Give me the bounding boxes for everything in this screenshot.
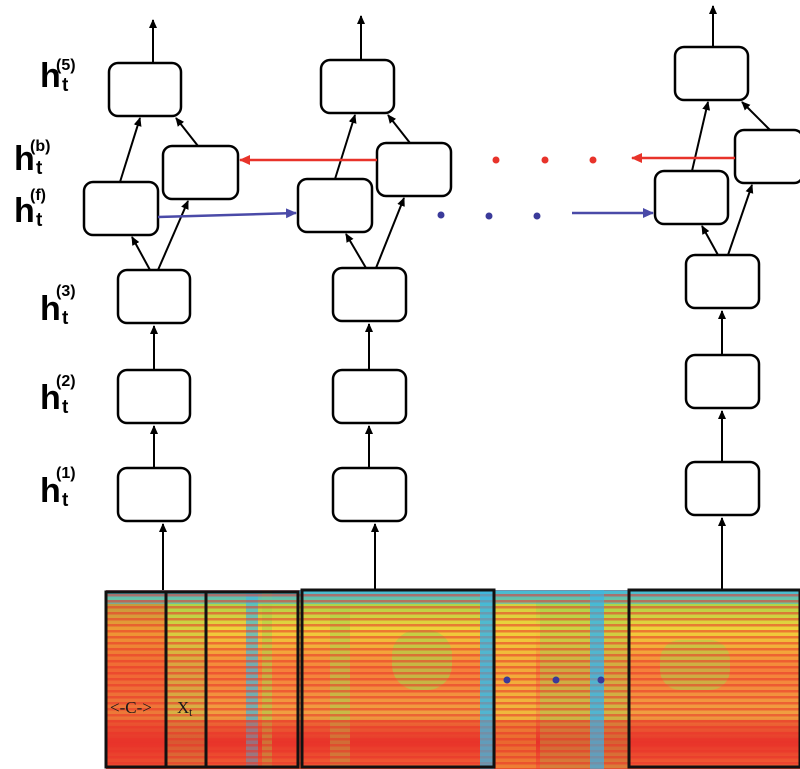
node-h1 xyxy=(684,460,761,517)
spectrogram-windows xyxy=(104,588,800,769)
input-label: X t xyxy=(177,698,193,719)
node-h2 xyxy=(116,368,192,425)
svg-text:X: X xyxy=(177,698,189,717)
node-hf xyxy=(653,169,730,226)
layer-label-hb: h (b) t xyxy=(14,138,50,179)
svg-text:(5): (5) xyxy=(56,57,76,74)
node-h5 xyxy=(673,45,750,102)
spectrogram xyxy=(106,590,800,769)
svg-text:t: t xyxy=(36,210,43,231)
svg-text:(f): (f) xyxy=(30,187,46,204)
column-second-edges xyxy=(334,15,411,592)
context-label: <-C-> xyxy=(110,698,152,717)
column-second xyxy=(296,58,453,523)
svg-text:h: h xyxy=(14,140,35,178)
node-h2 xyxy=(684,353,761,410)
svg-text:(1): (1) xyxy=(56,465,76,482)
svg-text:t: t xyxy=(36,158,43,179)
node-hf xyxy=(82,180,160,237)
node-h3 xyxy=(331,266,408,323)
svg-text:t: t xyxy=(62,75,69,96)
node-h3 xyxy=(684,253,761,310)
forward-recurrence-arrows xyxy=(157,208,654,219)
node-hf xyxy=(296,177,374,234)
layer-label-h1: h (1) t xyxy=(40,465,76,511)
layer-label-h2: h (2) t xyxy=(40,373,76,418)
node-hb xyxy=(161,144,240,201)
node-h3 xyxy=(116,268,192,325)
layer-label-hf: h (f) t xyxy=(14,187,46,231)
node-h5 xyxy=(107,61,183,118)
svg-text:(3): (3) xyxy=(56,283,76,300)
node-hb xyxy=(733,128,800,185)
column-last xyxy=(653,45,800,517)
svg-text:h: h xyxy=(40,57,61,95)
svg-text:t: t xyxy=(62,308,69,329)
layer-label-h3: h (3) t xyxy=(40,283,76,329)
svg-text:(2): (2) xyxy=(56,373,76,390)
svg-text:h: h xyxy=(40,290,61,328)
svg-text:h: h xyxy=(40,472,61,510)
column-last-edges xyxy=(691,5,771,590)
svg-text:t: t xyxy=(62,397,69,418)
ellipsis-dots-red xyxy=(492,156,597,164)
backward-recurrence-arrows xyxy=(239,153,735,165)
column-first-edges xyxy=(119,19,199,600)
node-hb xyxy=(375,141,453,198)
layer-label-h5: h (5) t xyxy=(40,57,76,96)
window-second xyxy=(300,588,496,769)
svg-text:t: t xyxy=(62,490,69,511)
column-first xyxy=(82,61,240,523)
node-h5 xyxy=(319,58,396,115)
node-h1 xyxy=(331,466,408,523)
window-first xyxy=(104,590,300,769)
svg-text:h: h xyxy=(40,379,61,417)
svg-text:t: t xyxy=(189,705,193,719)
ellipsis-dots-blue xyxy=(437,211,541,220)
node-h1 xyxy=(116,466,192,523)
window-last xyxy=(627,588,800,769)
svg-text:(b): (b) xyxy=(30,138,50,155)
node-h2 xyxy=(331,368,408,425)
svg-text:h: h xyxy=(14,192,35,230)
